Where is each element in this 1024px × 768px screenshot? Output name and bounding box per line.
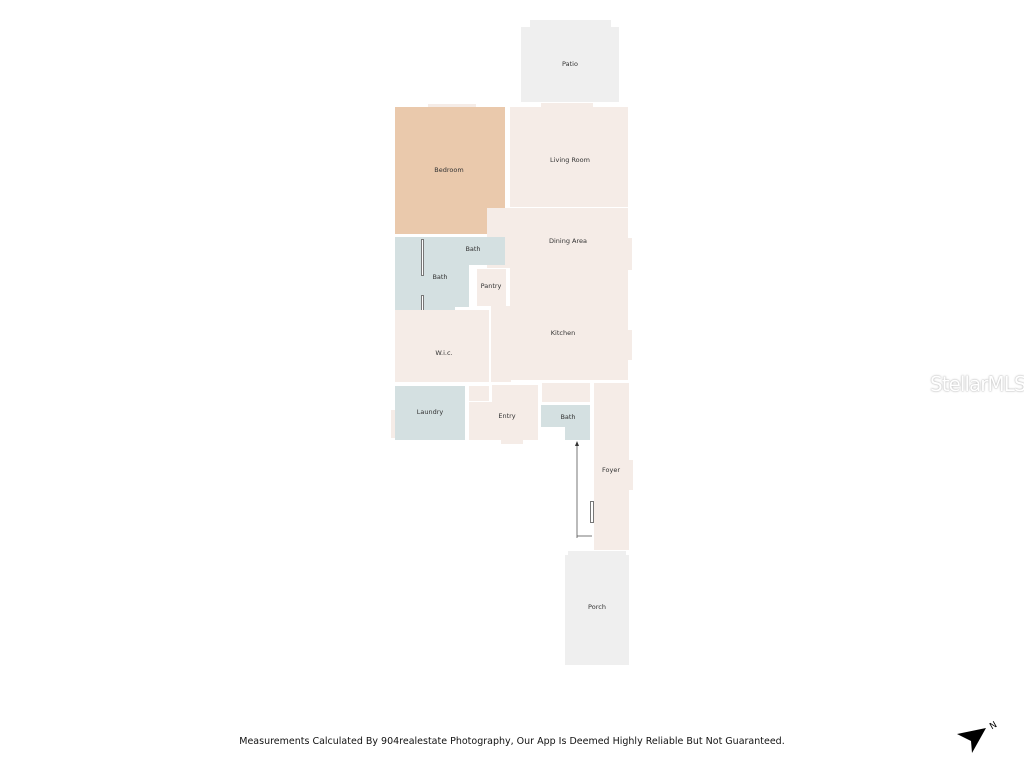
label-bath-small: Bath — [465, 245, 481, 253]
window — [628, 330, 632, 360]
watermark-logo: StellarMLS — [930, 372, 1024, 396]
room-pantry — [477, 269, 506, 306]
room-entry — [469, 402, 538, 440]
label-pantry: Pantry — [480, 282, 502, 290]
window — [501, 440, 523, 444]
room-laundry — [395, 386, 465, 440]
label-bedroom: Bedroom — [434, 166, 464, 174]
room-entry-closet — [469, 386, 489, 401]
door — [590, 501, 594, 523]
window — [628, 238, 632, 270]
window — [541, 103, 593, 107]
footer-disclaimer: Measurements Calculated By 904realestate… — [239, 736, 785, 747]
label-patio: Patio — [562, 60, 578, 68]
room-foyer — [594, 383, 629, 550]
compass-label: N — [988, 720, 999, 732]
bath-hall-lower — [565, 426, 590, 440]
room-wic — [395, 310, 489, 382]
label-entry: Entry — [498, 412, 516, 420]
north-arrow-icon: N — [957, 720, 999, 753]
room-bath-hall — [541, 405, 590, 427]
entry-upper — [492, 385, 538, 403]
window — [629, 460, 633, 490]
kitchen-extension — [491, 306, 511, 382]
label-laundry: Laundry — [416, 408, 444, 416]
room-kitchen — [510, 262, 628, 380]
label-living-room: Living Room — [550, 156, 590, 164]
patio-step — [530, 20, 611, 28]
label-foyer: Foyer — [601, 466, 621, 474]
entry-arrow-icon — [575, 441, 592, 538]
window — [428, 104, 476, 107]
window — [391, 410, 395, 438]
hall-closet — [542, 383, 590, 402]
label-bath-hall: Bath — [560, 413, 576, 421]
label-wic: W.i.c. — [435, 349, 453, 357]
room-bedroom — [395, 107, 505, 234]
porch-step — [568, 551, 626, 556]
room-living-room — [510, 107, 628, 207]
label-dining-area: Dining Area — [548, 237, 588, 245]
room-patio — [521, 27, 619, 102]
room-bath-small — [456, 237, 505, 265]
door — [421, 239, 424, 276]
label-bath-main: Bath — [432, 273, 448, 281]
room-dining-area — [487, 208, 628, 268]
label-kitchen: Kitchen — [550, 329, 576, 337]
label-porch: Porch — [588, 603, 606, 611]
room-porch — [565, 555, 629, 665]
